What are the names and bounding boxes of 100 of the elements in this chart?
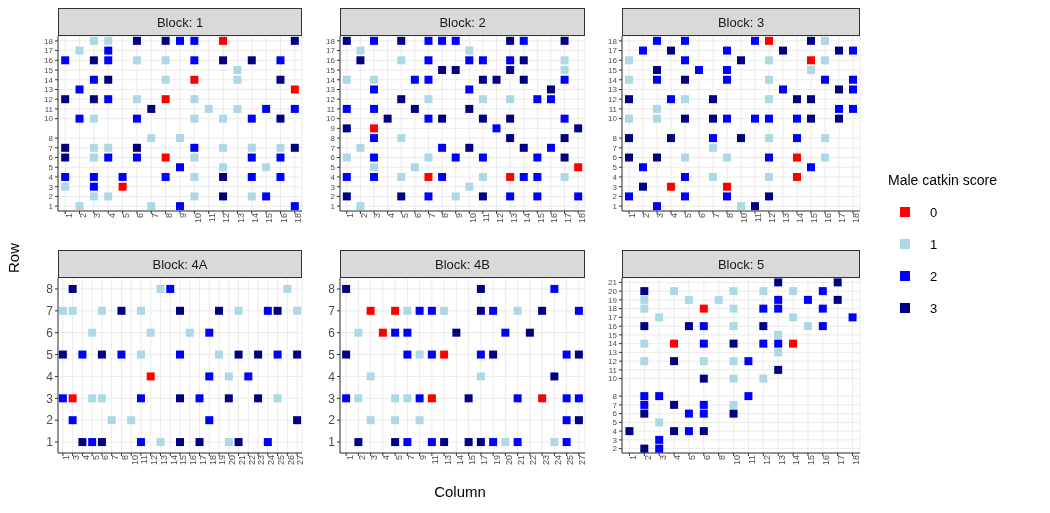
y-tick-label: 7 bbox=[612, 400, 618, 410]
x-tick-label: 15 bbox=[264, 213, 275, 224]
chart-title: Block: 2 bbox=[439, 14, 486, 30]
y-tick-label: 11 bbox=[608, 365, 618, 375]
x-tick-label: 6 bbox=[697, 213, 708, 219]
x-tick-label: 2 bbox=[356, 455, 367, 461]
x-tick-label: 16 bbox=[278, 213, 289, 224]
x-tick-label: 4 bbox=[669, 213, 680, 219]
y-tick-label: 2 bbox=[612, 444, 618, 454]
x-tick-label: 1 bbox=[344, 455, 355, 461]
y-tick-label: 14 bbox=[326, 75, 336, 85]
y-tick-label: 8 bbox=[612, 133, 618, 143]
x-tick-label: 5 bbox=[393, 455, 404, 461]
x-tick-label: 11 bbox=[139, 455, 150, 465]
x-tick-label: 26 bbox=[285, 455, 296, 466]
y-tick-label: 10 bbox=[608, 114, 618, 124]
x-tick-label: 15 bbox=[535, 213, 546, 224]
y-tick-label: 21 bbox=[608, 278, 618, 288]
y-tick-label: 14 bbox=[44, 75, 54, 85]
y-tick-label: 12 bbox=[326, 95, 336, 105]
x-tick-label: 17 bbox=[836, 455, 847, 466]
x-tick-label: 17 bbox=[197, 455, 208, 466]
y-tick-label: 15 bbox=[608, 65, 618, 75]
y-tick-label: 2 bbox=[330, 192, 336, 202]
chart-title: Block: 4A bbox=[152, 256, 208, 272]
y-tick-label: 7 bbox=[46, 304, 54, 319]
x-tick-label: 6 bbox=[100, 455, 111, 461]
y-tick-label: 8 bbox=[612, 391, 618, 401]
x-tick-label: 6 bbox=[413, 213, 424, 219]
x-tick-label: 13 bbox=[442, 455, 453, 466]
y-tick-label: 12 bbox=[44, 95, 54, 105]
y-tick-label: 15 bbox=[608, 330, 618, 340]
x-tick-label: 3 bbox=[92, 213, 103, 219]
y-tick-label: 17 bbox=[608, 313, 618, 323]
x-tick-label: 18 bbox=[576, 213, 587, 224]
x-tick-label: 14 bbox=[454, 455, 465, 466]
y-tick-label: 1 bbox=[330, 201, 336, 211]
y-tick-label: 15 bbox=[326, 65, 336, 75]
y-tick-label: 6 bbox=[612, 153, 618, 163]
y-tick-label: 10 bbox=[326, 114, 336, 124]
y-tick-label: 13 bbox=[608, 85, 618, 95]
x-tick-label: 5 bbox=[687, 455, 698, 461]
x-tick-label: 23 bbox=[540, 455, 551, 466]
y-tick-label: 16 bbox=[44, 56, 54, 66]
y-tick-label: 8 bbox=[330, 133, 336, 143]
x-tick-label: 13 bbox=[776, 455, 787, 466]
x-tick-label: 2 bbox=[77, 213, 88, 219]
x-tick-label: 13 bbox=[781, 213, 792, 224]
chart-title: Block: 4B bbox=[435, 256, 490, 272]
y-tick-label: 4 bbox=[330, 172, 336, 182]
y-tick-label: 3 bbox=[46, 391, 54, 406]
x-tick-label: 3 bbox=[657, 455, 668, 461]
y-tick-label: 18 bbox=[326, 36, 336, 46]
x-tick-label: 23 bbox=[256, 455, 267, 466]
y-tick-label: 3 bbox=[330, 182, 336, 192]
y-tick-label: 11 bbox=[326, 104, 336, 114]
x-tick-label: 14 bbox=[791, 455, 802, 466]
y-tick-label: 1 bbox=[612, 201, 618, 211]
legend-label: 0 bbox=[930, 204, 938, 220]
y-tick-label: 3 bbox=[612, 435, 618, 445]
y-tick-label: 2 bbox=[612, 192, 618, 202]
x-tick-label: 5 bbox=[120, 213, 131, 219]
y-tick-label: 2 bbox=[48, 192, 54, 202]
x-axis-title: Column bbox=[433, 483, 487, 500]
x-tick-label: 4 bbox=[672, 455, 683, 461]
x-tick-label: 22 bbox=[246, 455, 257, 466]
y-tick-label: 13 bbox=[44, 85, 54, 95]
x-tick-label: 8 bbox=[119, 455, 130, 461]
y-tick-label: 17 bbox=[44, 46, 54, 56]
y-tick-label: 5 bbox=[48, 163, 54, 173]
x-tick-label: 10 bbox=[731, 455, 742, 466]
x-tick-label: 21 bbox=[516, 455, 527, 466]
y-tick-label: 10 bbox=[44, 114, 54, 124]
legend-label: 3 bbox=[930, 300, 938, 316]
x-tick-label: 9 bbox=[454, 213, 465, 219]
x-tick-label: 11 bbox=[207, 213, 218, 223]
y-tick-label: 13 bbox=[608, 348, 618, 358]
y-tick-label: 4 bbox=[46, 369, 54, 384]
y-tick-label: 8 bbox=[48, 133, 54, 143]
x-tick-label: 16 bbox=[823, 213, 834, 224]
y-tick-label: 6 bbox=[328, 325, 336, 340]
y-tick-label: 13 bbox=[326, 85, 336, 95]
x-tick-label: 14 bbox=[795, 213, 806, 224]
y-tick-label: 19 bbox=[608, 295, 618, 305]
x-tick-label: 7 bbox=[711, 213, 722, 219]
x-tick-label: 3 bbox=[372, 213, 383, 219]
y-tick-label: 17 bbox=[326, 46, 336, 56]
x-tick-label: 12 bbox=[494, 213, 505, 224]
legend-label: 1 bbox=[930, 236, 938, 252]
x-tick-label: 14 bbox=[522, 213, 533, 224]
x-tick-label: 13 bbox=[508, 213, 519, 224]
x-tick-label: 17 bbox=[562, 213, 573, 224]
x-tick-label: 20 bbox=[503, 455, 514, 466]
y-tick-label: 11 bbox=[44, 104, 54, 114]
x-tick-label: 16 bbox=[821, 455, 832, 466]
y-tick-label: 20 bbox=[608, 286, 618, 296]
x-tick-label: 25 bbox=[565, 455, 576, 466]
x-tick-label: 1 bbox=[627, 213, 638, 219]
chart-title: Block: 3 bbox=[717, 14, 765, 30]
legend-title: Male catkin score bbox=[888, 172, 997, 188]
